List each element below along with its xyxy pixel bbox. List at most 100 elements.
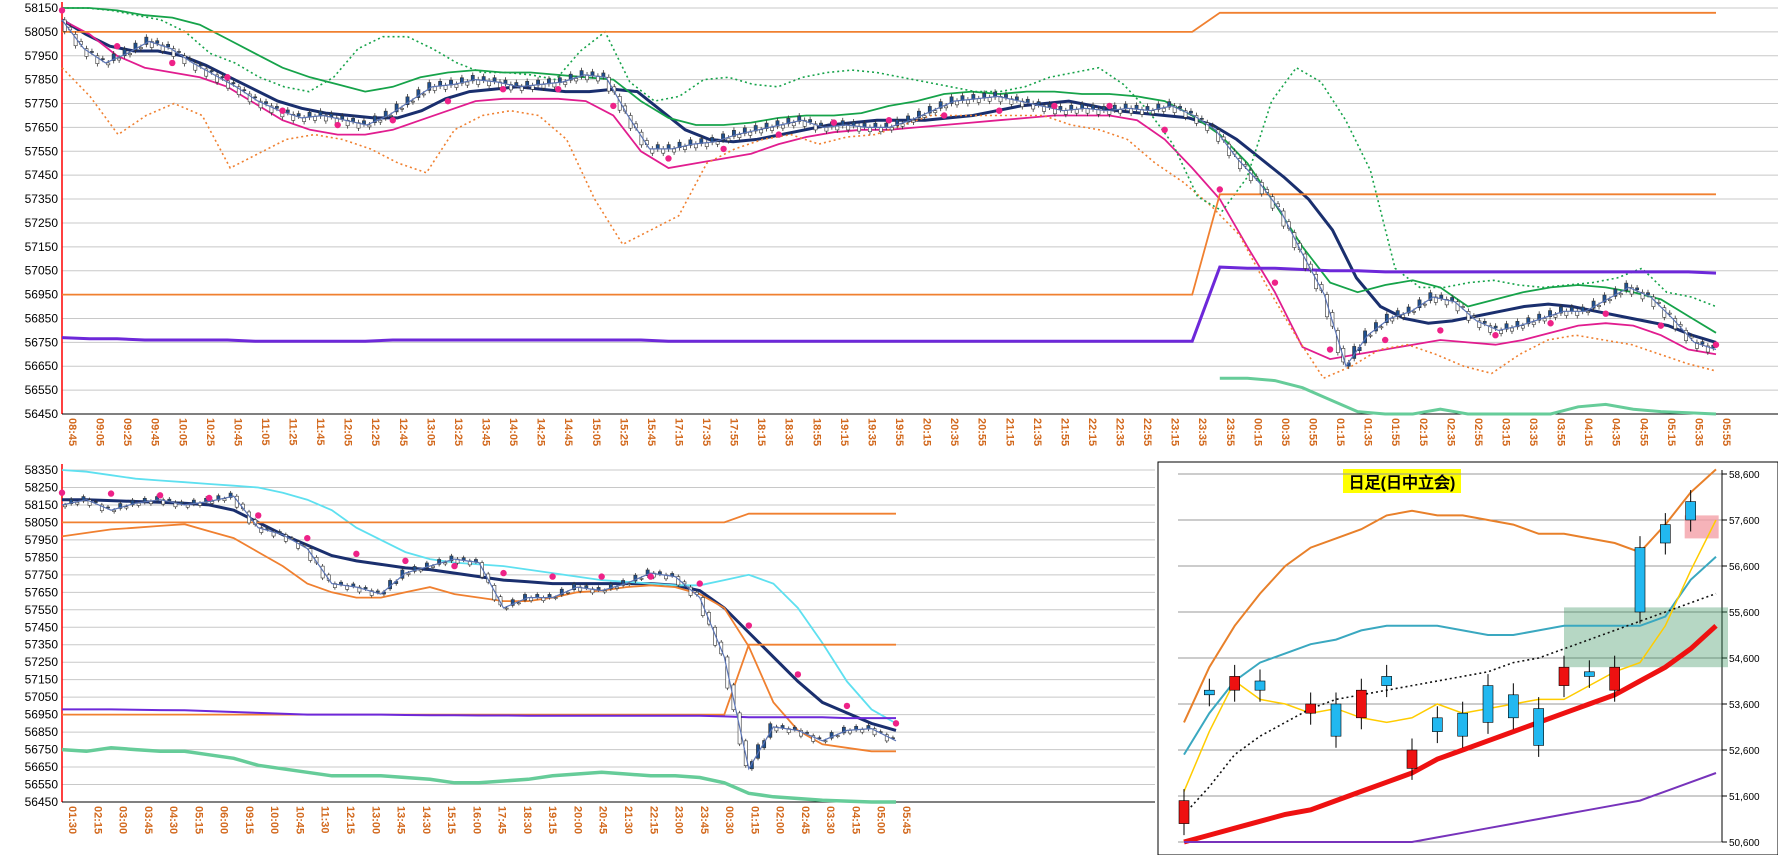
x-tick-label: 14:05 [507, 418, 519, 446]
candle-body [523, 594, 527, 601]
candle-body [99, 504, 104, 512]
candle-body [688, 139, 693, 146]
candle-body [459, 77, 464, 84]
candle-body [1199, 118, 1204, 120]
candle-body [1401, 314, 1406, 318]
candle-body [167, 498, 172, 502]
candle-body [1335, 330, 1340, 353]
candle-body [117, 57, 122, 61]
candle-body [872, 728, 877, 736]
candle-body [1412, 311, 1416, 313]
daily-y-tick-label: 52,600 [1729, 746, 1760, 757]
signal-dot [58, 7, 66, 14]
candle-body [351, 118, 355, 122]
y-tick-label: 56650 [25, 760, 59, 774]
candle-body [269, 105, 274, 113]
signal-dot [892, 720, 900, 727]
candle-body [87, 499, 92, 506]
candle-body [193, 62, 198, 71]
candle-body [1580, 306, 1585, 312]
candle-body [1433, 296, 1438, 303]
x-tick-label: 04:30 [167, 806, 179, 834]
candle-body [1618, 293, 1623, 296]
candle-body [277, 531, 282, 534]
candle-body [759, 129, 764, 134]
daily-candle-body [1330, 703, 1342, 737]
candle-body [1504, 323, 1509, 330]
candle-body [1379, 326, 1384, 329]
candle-body [813, 123, 818, 131]
candle-body [572, 583, 576, 590]
daily-chart-title: 日足(日中立会) [1349, 473, 1456, 492]
candle-body [819, 122, 823, 126]
signal-dot [885, 117, 893, 124]
candle-body [1172, 105, 1177, 113]
series-price [61, 495, 897, 771]
candle-body [608, 583, 613, 590]
candle-body [1118, 109, 1123, 114]
y-tick-label: 56750 [25, 743, 59, 757]
candle-body [204, 68, 209, 77]
candle-body [862, 122, 867, 128]
candle-body [895, 119, 900, 126]
candle-body [161, 499, 166, 505]
candle-body [111, 53, 116, 61]
daily-candle-body [1508, 694, 1519, 719]
daily-candle-body [1305, 703, 1316, 714]
candle-body [480, 562, 484, 578]
candle-body [149, 41, 154, 48]
y-tick-label: 56950 [25, 288, 59, 302]
candle-body [791, 122, 796, 127]
candle-body [1428, 292, 1433, 301]
series-price [61, 19, 1717, 368]
x-tick-label: 10:45 [294, 806, 306, 834]
y-tick-label: 56450 [25, 795, 59, 809]
candle-body [1189, 110, 1193, 114]
x-tick-label: 00:30 [723, 806, 735, 834]
candle-body [220, 76, 225, 79]
candle-body [829, 732, 834, 739]
candle-body [781, 124, 785, 129]
signal-dot [794, 671, 802, 678]
signal-dot [610, 102, 617, 110]
x-tick-label: 01:35 [1362, 418, 1374, 446]
candle-body [1183, 110, 1188, 118]
series-seafoam [1219, 376, 1717, 416]
candle-body [1553, 314, 1558, 318]
candle-body [498, 596, 503, 606]
x-tick-label: 01:55 [1389, 418, 1401, 446]
candle-body [851, 121, 856, 126]
x-tick-label: 20:45 [597, 806, 609, 834]
candle-body [1635, 287, 1640, 291]
x-tick-label: 18:30 [521, 806, 533, 834]
signal-dot [205, 494, 213, 502]
series-purple [62, 708, 896, 720]
daily-candle-body [1254, 680, 1266, 691]
candle-body [313, 116, 317, 121]
candle-body [726, 137, 731, 141]
signal-dot [647, 573, 654, 580]
x-tick-label: 02:15 [91, 806, 103, 834]
x-tick-label: 22:15 [647, 806, 659, 834]
candle-body [568, 73, 573, 81]
candle-body [802, 119, 807, 127]
candle-body [1194, 115, 1199, 124]
candle-body [418, 569, 423, 572]
candle-body [841, 726, 846, 734]
signal-dot [389, 117, 396, 124]
x-tick-label: 02:00 [774, 806, 786, 834]
y-tick-label: 57250 [25, 216, 59, 230]
y-tick-label: 57850 [25, 550, 59, 564]
candle-body [100, 58, 105, 60]
x-tick-label: 06:00 [218, 806, 230, 834]
y-tick-label: 57150 [25, 673, 59, 687]
candle-body [133, 42, 138, 51]
daily-candle-body [1457, 712, 1468, 737]
y-tick-label: 57450 [25, 620, 59, 634]
candle-body [811, 735, 816, 742]
candle-body [285, 109, 290, 113]
candle-body [514, 82, 519, 86]
signal-dot [169, 59, 176, 67]
x-tick-label: 18:35 [783, 418, 795, 446]
candle-body [762, 740, 767, 749]
